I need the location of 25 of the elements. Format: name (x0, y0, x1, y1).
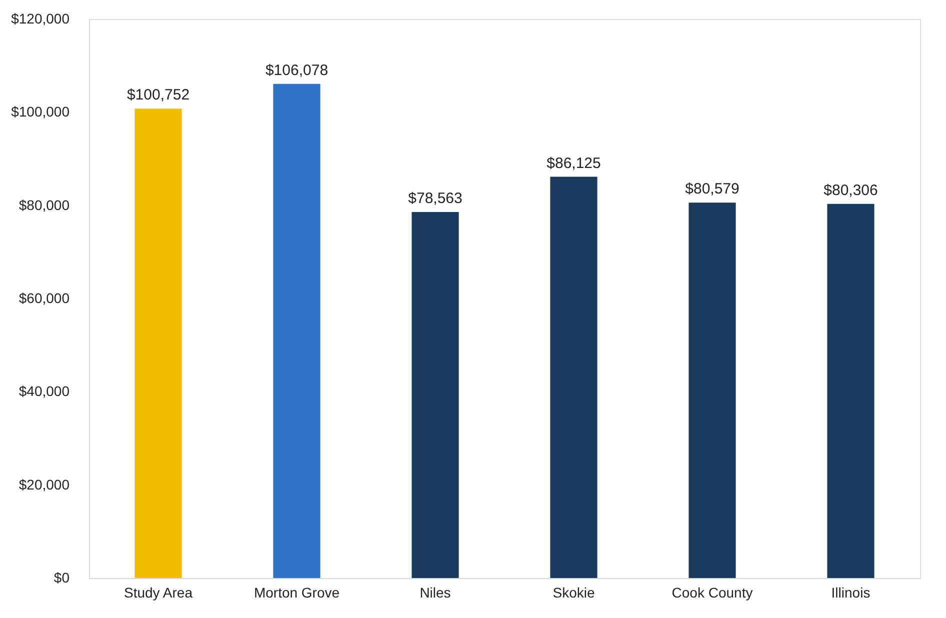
bar (550, 176, 598, 578)
data-label: $100,752 (126, 86, 190, 104)
x-tick-label: Cook County (672, 584, 753, 600)
y-tick-label: $80,000 (18, 196, 70, 213)
bar (827, 204, 874, 578)
x-tick-label: Morton Grove (254, 584, 340, 600)
bar (134, 108, 182, 578)
x-tick-label: Illinois (831, 584, 870, 600)
y-tick-label: $40,000 (18, 383, 70, 400)
y-tick-label: $100,000 (11, 104, 70, 120)
data-label: $106,078 (265, 62, 328, 79)
bar (412, 212, 459, 578)
y-tick-label: $20,000 (18, 476, 70, 492)
x-tick-label: Study Area (124, 584, 193, 600)
y-tick-label: $120,000 (11, 10, 70, 26)
bar (273, 84, 320, 578)
data-label: $80,306 (824, 182, 878, 199)
y-tick-label: $0 (54, 570, 70, 586)
data-label: $86,125 (546, 154, 601, 172)
data-label: $78,563 (408, 190, 462, 208)
x-tick-label: Niles (420, 584, 451, 600)
data-label: $80,579 (685, 180, 740, 198)
x-tick-label: Skokie (552, 584, 595, 600)
bar (688, 202, 736, 578)
y-tick-label: $60,000 (18, 290, 70, 306)
